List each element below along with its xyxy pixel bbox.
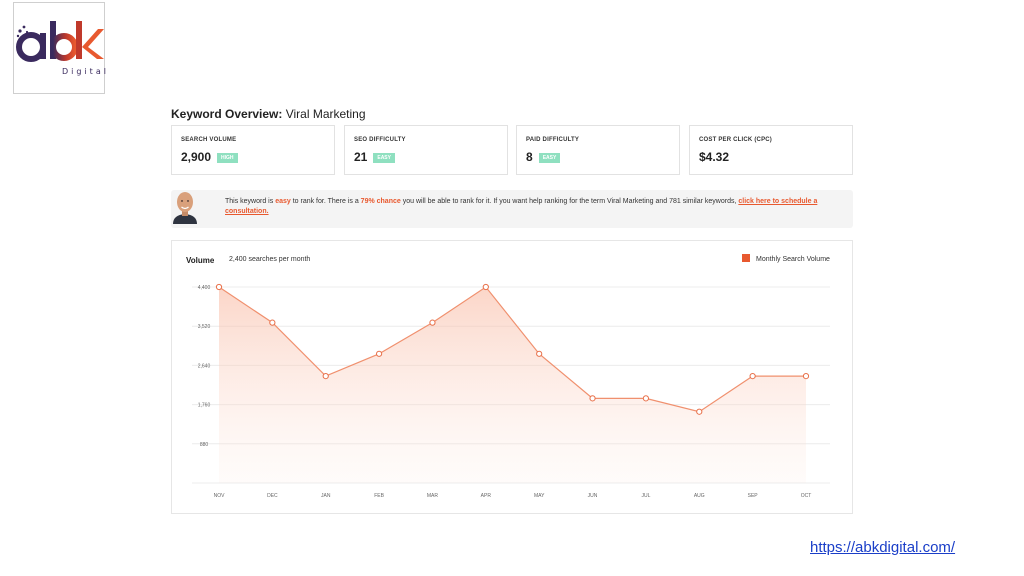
cpc-card: COST PER CLICK (CPC) $4.32: [689, 125, 853, 175]
metric-cards: SEARCH VOLUME 2,900 HIGH SEO DIFFICULTY 2…: [171, 125, 853, 175]
metric-badge: HIGH: [217, 153, 238, 163]
abk-digital-logo: Digital: [13, 2, 106, 94]
x-tick-label: MAY: [534, 493, 545, 499]
metric-value: 21: [354, 150, 368, 164]
metric-label: COST PER CLICK (CPC): [699, 137, 772, 143]
data-point: [482, 283, 489, 291]
avatar: [171, 188, 199, 224]
series-line: [218, 286, 806, 413]
data-point: [536, 350, 543, 357]
x-tick-label: OCT: [801, 493, 812, 499]
message-part: you will be able to rank for it. If you …: [400, 198, 739, 205]
search-volume-card: SEARCH VOLUME 2,900 HIGH: [171, 125, 335, 175]
metric-value-row: 21 EASY: [354, 150, 395, 164]
keyword-name: Viral Marketing: [285, 107, 366, 121]
message-text: This keyword is easy to rank for. There …: [225, 197, 835, 217]
metric-badge: EASY: [373, 153, 395, 163]
data-point: [269, 319, 276, 326]
logo-subtext: Digital: [62, 67, 109, 76]
x-tick-label: MAR: [427, 493, 439, 499]
search-volume-chart: Volume 2,400 searches per month Monthly …: [171, 240, 853, 514]
data-point: [375, 350, 383, 357]
x-tick-label: DEC: [267, 493, 278, 499]
metric-value: 8: [526, 150, 533, 164]
x-tick-label: JUL: [641, 493, 650, 499]
y-tick-label: 4,400: [198, 285, 211, 291]
x-tick-label: JUN: [588, 493, 598, 499]
data-point: [802, 372, 810, 380]
y-tick-label: 1,760: [198, 403, 211, 409]
keyword-message: This keyword is easy to rank for. There …: [171, 190, 853, 228]
x-tick-label: AUG: [694, 493, 705, 499]
chart-subtitle: 2,400 searches per month: [229, 256, 310, 263]
metric-value-row: 2,900 HIGH: [181, 150, 238, 164]
x-tick-label: SEP: [748, 493, 759, 499]
easy-highlight: easy: [275, 198, 291, 205]
y-tick-label: 2,640: [198, 363, 211, 369]
y-axis-title: Volume: [186, 256, 215, 265]
metric-label: SEARCH VOLUME: [181, 137, 237, 143]
metric-label: PAID DIFFICULTY: [526, 137, 580, 143]
x-tick-label: FEB: [374, 493, 384, 499]
seo-difficulty-card: SEO DIFFICULTY 21 EASY: [344, 125, 508, 175]
data-point: [696, 408, 703, 415]
data-point: [322, 372, 329, 380]
data-point: [642, 395, 650, 402]
x-tick-label: JAN: [321, 493, 331, 499]
chart-canvas: Volume 2,400 searches per month Monthly …: [186, 254, 830, 499]
metric-badge: EASY: [538, 153, 561, 163]
metric-label: SEO DIFFICULTY: [354, 137, 406, 143]
message-part: This keyword is: [225, 198, 276, 205]
page-title: Keyword Overview: Viral Marketing: [171, 107, 366, 121]
website-url-link[interactable]: https://abkdigital.com/: [810, 539, 956, 556]
message-part: to rank for. There is a: [290, 198, 361, 205]
metric-value-row: 8 EASY: [526, 150, 561, 164]
legend-swatch: [742, 254, 750, 262]
metric-value-row: $4.32: [699, 150, 729, 164]
x-tick-label: NOV: [214, 493, 226, 499]
paid-difficulty-card: PAID DIFFICULTY 8 EASY: [516, 125, 680, 175]
title-prefix: Keyword Overview:: [171, 107, 283, 121]
area-fill: [219, 287, 806, 483]
metric-value: 2,900: [181, 150, 212, 164]
y-tick-label: 880: [200, 442, 209, 448]
legend-label: Monthly Search Volume: [756, 256, 830, 263]
data-point: [589, 395, 596, 402]
x-tick-label: APR: [481, 493, 492, 499]
data-point: [429, 319, 436, 326]
data-point: [215, 283, 223, 291]
data-point: [749, 372, 756, 380]
y-tick-label: 3,520: [198, 324, 211, 330]
metric-value: $4.32: [699, 150, 730, 164]
chance-highlight: 79% chance: [360, 198, 401, 205]
schedule-consultation-link[interactable]: click here to schedule a consultation.: [225, 198, 818, 215]
logo-mark-icon: [16, 21, 104, 62]
